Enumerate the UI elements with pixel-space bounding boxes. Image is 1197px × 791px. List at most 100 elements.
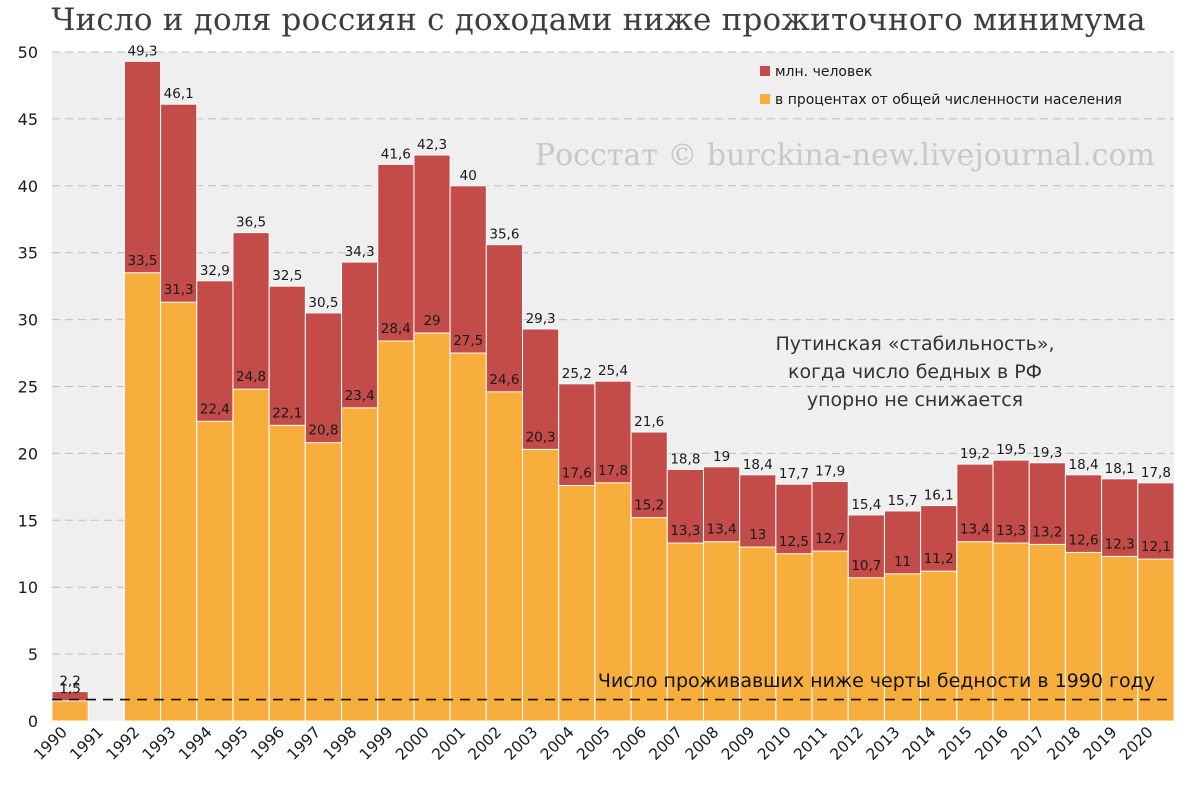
x-tick-label-1998: 1998	[320, 723, 361, 764]
data-label-percent-2008: 13,4	[707, 522, 737, 538]
data-label-million-people-2018: 18,4	[1068, 457, 1098, 473]
x-tick-label-2020: 2020	[1116, 723, 1157, 764]
bar-percent-1996	[268, 424, 306, 722]
data-label-percent-1995: 24,8	[236, 369, 266, 385]
data-label-percent-2007: 13,3	[670, 523, 700, 539]
bar-percent-1995	[232, 388, 270, 722]
y-tick-label: 5	[28, 645, 38, 664]
bar-percent-1994	[196, 420, 234, 722]
bar-percent-2008	[702, 541, 741, 722]
y-tick-label: 35	[18, 244, 38, 263]
bar-percent-2015	[956, 541, 994, 722]
x-tick-label-1994: 1994	[175, 723, 216, 764]
y-tick-label: 50	[18, 43, 38, 62]
data-label-percent-1996: 22,1	[272, 405, 302, 421]
reference-line-label: Число проживавших ниже черты бедности в …	[598, 670, 1155, 692]
x-tick-label-2019: 2019	[1080, 723, 1121, 764]
data-label-percent-2016: 13,3	[996, 523, 1026, 539]
annotation-line-3: упорно не снижается	[807, 389, 1023, 411]
bar-percent-2002	[485, 391, 524, 722]
bar-percent-2013	[883, 573, 922, 722]
x-tick-label-2005: 2005	[573, 723, 614, 764]
x-tick-label-2011: 2011	[790, 723, 831, 764]
data-label-million-people-2020: 17,8	[1141, 465, 1171, 481]
bar-percent-1998	[341, 407, 379, 722]
x-tick-label-2017: 2017	[1008, 723, 1049, 764]
data-label-percent-2015: 13,4	[960, 522, 990, 538]
data-label-percent-2012: 10,7	[851, 558, 881, 574]
bar-percent-2016	[992, 542, 1030, 722]
x-tick-label-1999: 1999	[356, 723, 397, 764]
data-label-million-people-2013: 15,7	[888, 493, 918, 509]
data-label-percent-1993: 31,3	[164, 282, 194, 298]
y-tick-label: 10	[18, 578, 38, 597]
data-label-percent-2018: 12,6	[1068, 532, 1098, 548]
data-label-million-people-2003: 29,3	[526, 311, 556, 327]
data-label-million-people-2017: 19,3	[1032, 445, 1062, 461]
x-tick-label-2014: 2014	[899, 723, 940, 764]
bar-percent-2020	[1137, 558, 1175, 722]
data-label-million-people-2002: 35,6	[489, 227, 519, 243]
data-label-million-people-1993: 46,1	[164, 86, 194, 102]
data-label-million-people-1998: 34,3	[345, 244, 375, 260]
data-label-percent-2003: 20,3	[526, 429, 556, 445]
y-tick-label: 15	[18, 511, 38, 530]
x-tick-label-2008: 2008	[682, 723, 723, 764]
data-label-million-people-1997: 30,5	[308, 295, 338, 311]
legend-swatch-percent	[760, 94, 770, 104]
annotation-line-2: когда число бедных в РФ	[788, 361, 1042, 383]
data-label-percent-2002: 24,6	[489, 372, 519, 388]
x-tick-label-2015: 2015	[935, 723, 976, 764]
bar-percent-2004	[558, 485, 596, 722]
y-tick-label: 40	[18, 177, 38, 196]
data-label-percent-2020: 12,1	[1141, 539, 1171, 555]
data-label-percent-1999: 28,4	[381, 321, 411, 337]
legend-label-million-people: млн. человек	[775, 64, 872, 80]
bar-percent-2007	[666, 542, 704, 722]
data-label-million-people-1992: 49,3	[127, 43, 157, 59]
x-tick-label-1993: 1993	[139, 723, 180, 764]
legend-label-percent: в процентах от общей численности населен…	[775, 92, 1122, 108]
x-tick-label-2000: 2000	[392, 723, 433, 764]
data-label-million-people-2010: 17,7	[779, 466, 809, 482]
bar-percent-2006	[630, 517, 668, 722]
data-label-million-people-2007: 18,8	[670, 451, 700, 467]
data-label-million-people-1990: 2,2	[59, 674, 80, 690]
data-label-million-people-2009: 18,4	[743, 457, 773, 473]
bar-percent-2019	[1101, 555, 1139, 722]
bar-percent-2001	[449, 352, 487, 722]
x-tick-label-1991: 1991	[66, 723, 107, 764]
x-tick-label-2006: 2006	[609, 723, 650, 764]
x-tick-label-2004: 2004	[537, 723, 578, 764]
data-label-million-people-2001: 40	[460, 168, 477, 184]
data-label-million-people-2015: 19,2	[960, 446, 990, 462]
bar-percent-2009	[739, 546, 777, 722]
bar-percent-1992	[123, 272, 162, 722]
x-tick-label-2010: 2010	[754, 723, 795, 764]
data-label-million-people-2016: 19,5	[996, 442, 1026, 458]
x-tick-label-1996: 1996	[247, 723, 288, 764]
y-tick-label: 45	[18, 110, 38, 129]
data-label-million-people-2004: 25,2	[562, 366, 592, 382]
bar-percent-2014	[920, 570, 958, 722]
bar-percent-1990	[51, 700, 89, 722]
x-tick-label-2016: 2016	[971, 723, 1012, 764]
y-tick-label: 0	[28, 712, 38, 731]
y-tick-label: 25	[18, 378, 38, 397]
data-label-million-people-1996: 32,5	[272, 268, 302, 284]
x-tick-label-1995: 1995	[211, 723, 252, 764]
data-label-percent-2004: 17,6	[562, 466, 592, 482]
data-label-percent-1994: 22,4	[200, 401, 230, 417]
x-tick-label-2012: 2012	[827, 723, 868, 764]
bar-percent-1997	[304, 442, 343, 722]
bar-percent-1999	[377, 340, 415, 722]
annotation-line-1: Путинская «стабильность»,	[775, 333, 1054, 355]
data-label-million-people-2011: 17,9	[815, 463, 845, 479]
data-label-percent-2014: 11,2	[924, 551, 954, 567]
data-label-percent-2011: 12,7	[815, 531, 845, 547]
watermark: Росстат © burckina-new.livejournal.com	[535, 138, 1155, 173]
bars	[51, 60, 1175, 722]
data-labels: 2,21,5 49,3 33,5 46,1 31,3 32,9 22,4 36,5 24,8 32…	[59, 43, 1171, 697]
x-axis-ticks: 1990199119921993199419951996199719981999…	[30, 723, 1156, 764]
